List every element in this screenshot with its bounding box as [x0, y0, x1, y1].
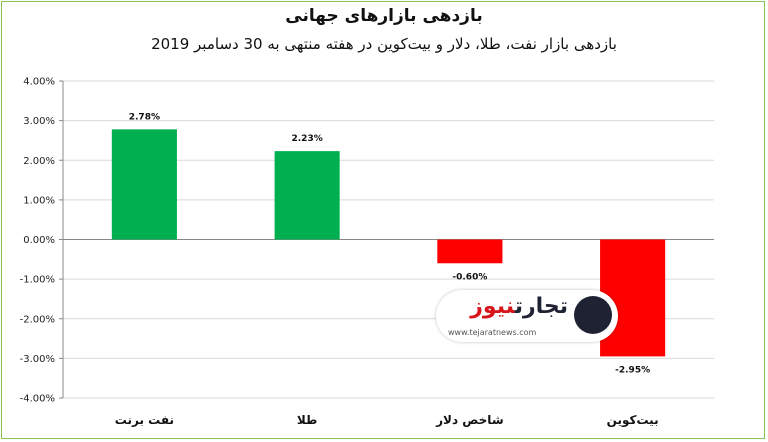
- bar: [274, 151, 340, 240]
- data-label: 2.78%: [129, 112, 160, 122]
- bar: [437, 239, 503, 264]
- chart-title: بازدهی بازارهای جهانی: [285, 6, 483, 26]
- category-label: بیت‌کوین: [607, 413, 659, 428]
- y-tick-label: 1.00%: [23, 195, 55, 206]
- y-tick-label: -3.00%: [20, 354, 55, 365]
- data-label: -2.95%: [615, 365, 650, 375]
- y-tick-label: 3.00%: [23, 116, 55, 127]
- logo-name-part2: نیوز: [470, 294, 515, 319]
- data-label: 2.23%: [292, 134, 323, 144]
- logo-text: تجارتنیوز: [470, 294, 568, 319]
- category-label: طلا: [297, 413, 317, 427]
- category-label: نفت برنت: [115, 413, 174, 427]
- y-tick-label: 0.00%: [23, 235, 55, 246]
- y-tick-label: 2.00%: [23, 156, 55, 167]
- chart-subtitle: بازدهی بازار نفت، طلا، دلار و بیت‌کوین د…: [151, 35, 617, 53]
- y-tick-label: -2.00%: [20, 314, 55, 325]
- data-label: -0.60%: [452, 272, 487, 282]
- logo-emblem-icon: [574, 296, 612, 334]
- watermark-logo: تجارتنیوز www.tejaratnews.com: [436, 290, 618, 342]
- y-tick-label: 4.00%: [23, 77, 55, 88]
- y-tick-label: -4.00%: [20, 394, 55, 405]
- bar: [111, 129, 177, 240]
- logo-name-part1: تجارت: [514, 294, 568, 319]
- logo-url: www.tejaratnews.com: [448, 328, 537, 337]
- y-tick-label: -1.00%: [20, 275, 55, 286]
- category-label: شاخص دلار: [435, 413, 504, 427]
